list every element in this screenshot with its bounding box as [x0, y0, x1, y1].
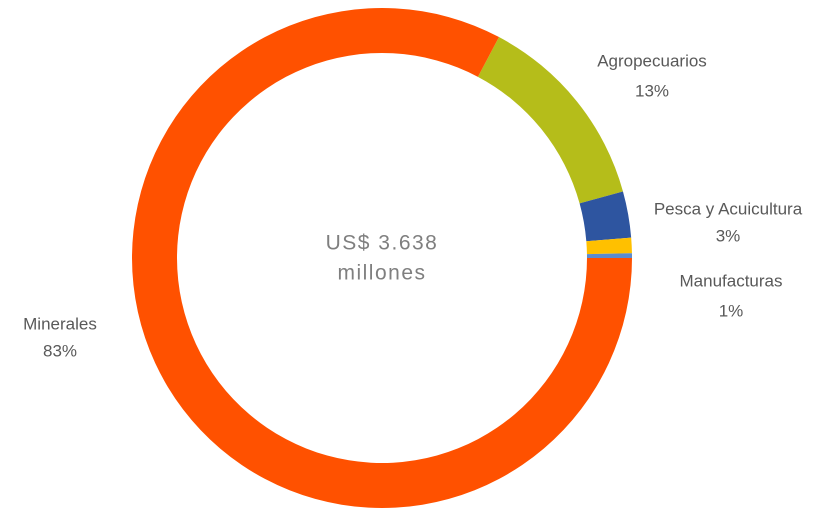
- segment-value: 83%: [43, 341, 77, 360]
- segment-value: 13%: [635, 81, 669, 100]
- donut-segment: [477, 37, 623, 204]
- donut-segment: [586, 237, 632, 255]
- segment-label: Pesca y Acuicultura: [654, 199, 803, 218]
- segment-value: 3%: [716, 226, 741, 245]
- donut-segment: [579, 191, 632, 242]
- segment-label: Manufacturas: [680, 271, 783, 290]
- donut-segment: [586, 253, 632, 258]
- segment-label: Agropecuarios: [597, 51, 707, 70]
- center-label: US$ 3.638: [326, 232, 439, 255]
- segment-label: Minerales: [23, 314, 97, 333]
- segment-value: 1%: [719, 301, 744, 320]
- center-label: millones: [337, 262, 426, 285]
